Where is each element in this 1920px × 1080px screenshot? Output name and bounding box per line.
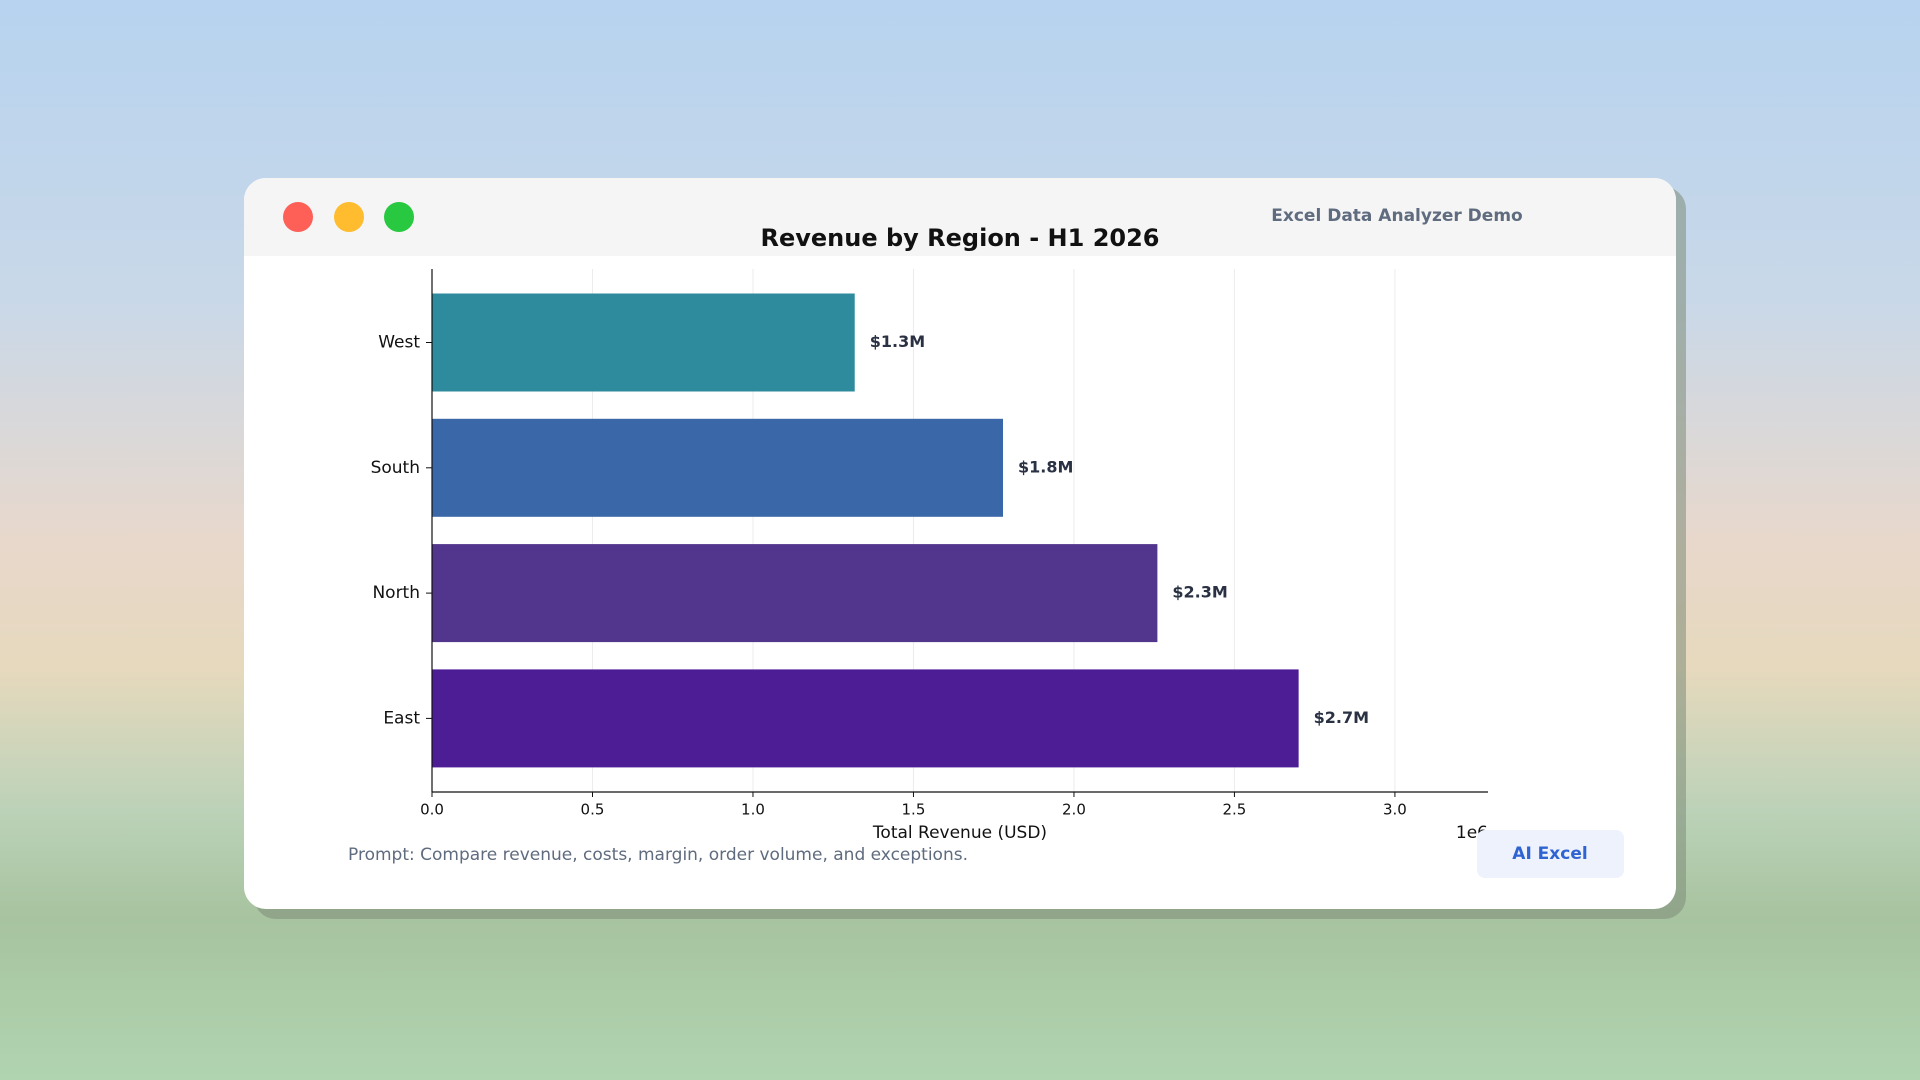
title-bar: [244, 178, 1676, 256]
value-label: $2.7M: [1314, 708, 1369, 727]
y-tick-label: North: [372, 583, 420, 603]
ai-excel-button-label[interactable]: AI Excel: [1512, 844, 1587, 864]
value-label: $1.8M: [1018, 457, 1073, 476]
x-tick-label: 0.5: [581, 801, 605, 819]
window-title: Excel Data Analyzer Demo: [1271, 206, 1522, 226]
y-tick-label: East: [383, 708, 420, 728]
prompt-text: Prompt: Compare revenue, costs, margin, …: [348, 845, 968, 865]
x-tick-label: 2.0: [1062, 801, 1086, 819]
x-tick-label: 3.0: [1383, 801, 1407, 819]
close-button[interactable]: [283, 202, 313, 232]
y-tick-label: South: [371, 458, 420, 478]
x-tick-label: 2.5: [1223, 801, 1247, 819]
value-label: $1.3M: [870, 332, 925, 351]
bar: [432, 669, 1299, 768]
window: [244, 178, 1676, 909]
x-tick-label: 1.5: [902, 801, 926, 819]
x-tick-label: 0.0: [420, 801, 444, 819]
minimize-button[interactable]: [334, 202, 364, 232]
bar: [432, 544, 1158, 643]
chart-title: Revenue by Region - H1 2026: [760, 224, 1159, 252]
x-axis-label: Total Revenue (USD): [872, 823, 1047, 843]
value-label: $2.3M: [1172, 583, 1227, 602]
y-tick-label: West: [378, 333, 420, 353]
ai-excel-button[interactable]: [1477, 830, 1624, 878]
bar: [432, 293, 855, 392]
x-tick-label: 1.0: [741, 801, 765, 819]
maximize-button[interactable]: [384, 202, 414, 232]
bar: [432, 418, 1004, 517]
